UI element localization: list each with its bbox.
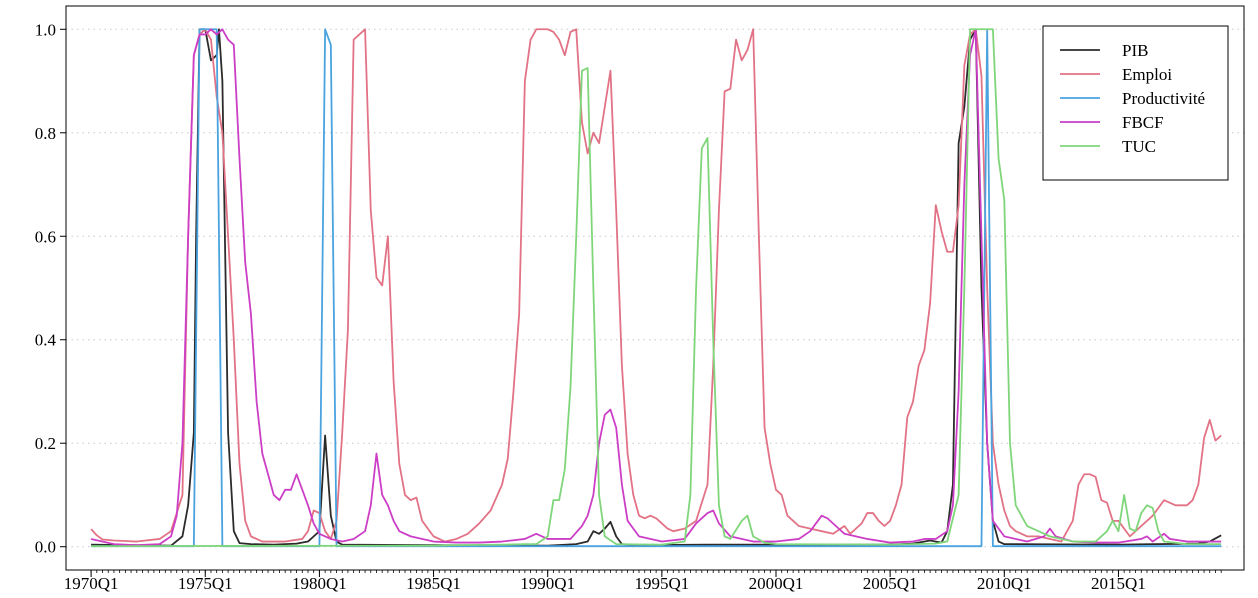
x-axis: 1970Q1 1975Q1 1980Q1 1985Q1 1990Q1 1995Q1 2000… [64,570,1222,593]
legend-label: Emploi [1122,65,1172,84]
series-line-1 [90,28,1222,543]
legend: PIB Emploi Productivité FBCF TUC [1042,25,1229,181]
legend-label: TUC [1122,137,1156,156]
legend-label: FBCF [1122,113,1164,132]
y-tick-label: 0.8 [35,124,56,143]
series-line-4 [91,28,1222,548]
x-tick-label: 1980Q1 [292,574,347,593]
x-tick-label: 2000Q1 [749,574,804,593]
y-tick-label: 0.4 [35,331,57,350]
y-tick-label: 0.0 [35,538,56,557]
legend-label: PIB [1122,41,1148,60]
x-tick-label: 2010Q1 [977,574,1032,593]
x-tick-label: 1975Q1 [178,574,233,593]
plot-frame [65,5,1245,571]
x-tick-label: 2015Q1 [1091,574,1146,593]
x-tick-label: 1990Q1 [520,574,575,593]
x-tick-label: 1985Q1 [406,574,461,593]
legend-box [1042,25,1229,181]
y-tick-label: 0.6 [35,227,56,246]
series-lines [90,28,1222,548]
x-tick-label: 1995Q1 [634,574,689,593]
y-tick-label: 0.2 [35,434,56,453]
legend-label: Productivité [1122,89,1205,108]
y-tick-label: 1.0 [35,20,56,39]
y-axis: 0.0 0.2 0.4 0.6 0.8 1.0 [35,20,66,557]
x-tick-label: 1970Q1 [64,574,119,593]
x-tick-label: 2005Q1 [863,574,918,593]
series-line-3 [90,28,1222,547]
